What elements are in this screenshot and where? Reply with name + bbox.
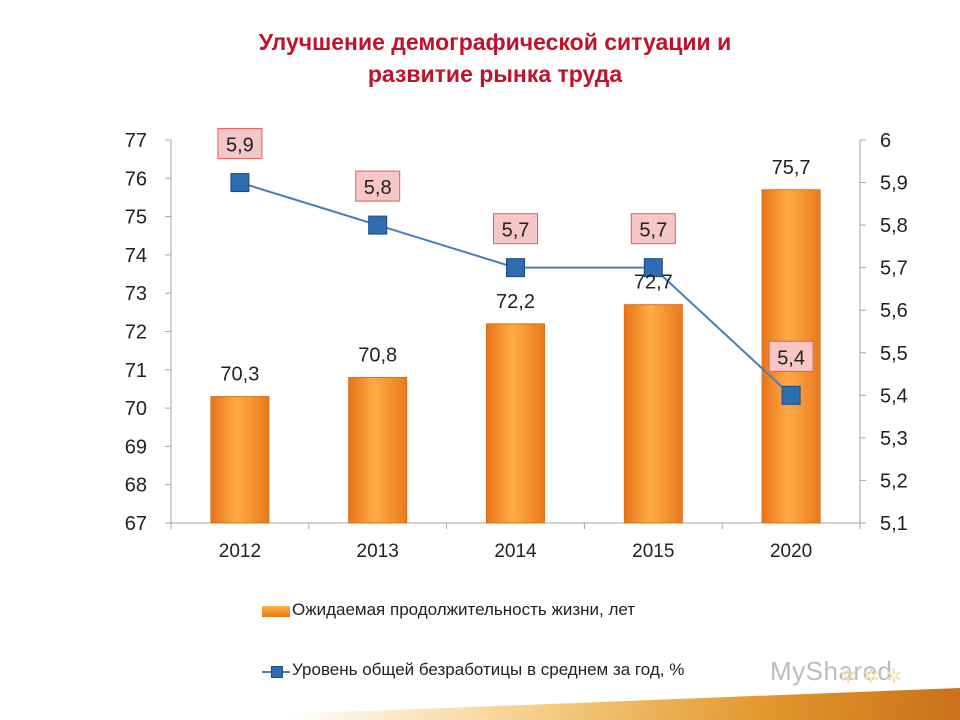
axes-group: 67 68 69 70 71 72 73 74 75 76 77 5,1 5,2 5,3 5,4 5,5 5,6… [125, 130, 908, 562]
title-line-1: Улучшение демографической ситуации и [258, 29, 732, 55]
chart-title: Улучшение демографической ситуации и раз… [0, 26, 960, 90]
unemployment-data-label: 5,7 [639, 220, 667, 242]
legend-line-marker [271, 666, 283, 678]
bar-data-label: 72,7 [634, 272, 673, 294]
unemployment-marker [781, 385, 801, 405]
right-axis-tick-label: 5,2 [880, 470, 908, 492]
legend-bar-swatch [262, 606, 290, 617]
left-axis-tick-label: 73 [125, 283, 147, 305]
decorative-star-icons: ✲✲✲ [840, 666, 909, 688]
bar-life-expectancy [348, 376, 408, 524]
right-axis-tick-label: 5,7 [880, 258, 908, 280]
x-axis-tick-label: 2012 [219, 541, 261, 562]
bar-life-expectancy [623, 304, 683, 524]
bar-data-label: 75,7 [772, 157, 811, 179]
unemployment-data-label: 5,8 [364, 177, 392, 199]
left-axis-tick-label: 67 [125, 513, 147, 535]
unemployment-label-box [355, 170, 401, 202]
x-axis-tick-label: 2013 [357, 541, 399, 562]
unemployment-label-box [630, 213, 676, 245]
left-axis-tick-label: 74 [125, 245, 147, 267]
x-axis-tick-label: 2014 [494, 541, 537, 562]
right-axis-tick-label: 5,8 [880, 215, 908, 237]
right-axis-tick-label: 5,1 [880, 513, 908, 535]
title-line-2: развитие рынка труда [367, 61, 623, 87]
right-axis-tick-label: 5,4 [880, 385, 908, 407]
line-series-group [230, 173, 801, 405]
unemployment-label-box [493, 213, 538, 245]
unemployment-marker [643, 258, 663, 278]
unemployment-marker [368, 215, 388, 235]
left-axis-tick-label: 77 [125, 130, 147, 152]
unemployment-marker [506, 258, 525, 278]
x-axis-tick-label: 2020 [770, 541, 812, 562]
right-axis-tick-label: 5,5 [880, 343, 908, 365]
left-axis-tick-label: 70 [125, 398, 147, 420]
left-axis-tick-label: 68 [125, 475, 147, 497]
unemployment-data-label: 5,7 [502, 220, 530, 242]
left-axis-tick-label: 71 [125, 360, 147, 382]
unemployment-label-box [217, 128, 263, 160]
bar-life-expectancy [210, 396, 270, 524]
left-axis-tick-label: 69 [125, 436, 147, 458]
right-axis-tick-label: 5,6 [880, 300, 908, 322]
bar-data-label: 70,8 [358, 344, 397, 366]
bar-life-expectancy [486, 323, 545, 524]
right-axis-tick-label: 5,3 [880, 428, 908, 450]
x-axis-tick-label: 2015 [632, 541, 674, 562]
left-axis-tick-label: 72 [125, 322, 147, 344]
legend-line-label: Уровень общей безработицы в среднем за г… [292, 660, 685, 679]
left-axis-tick-label: 76 [125, 168, 147, 190]
unemployment-label-box [768, 340, 814, 372]
data-labels-group: 70,3 70,8 72,2 72,7 75,7 5,9 5,8 5,7 5,7 5,4 [217, 128, 814, 386]
unemployment-data-label: 5,9 [226, 135, 254, 157]
unemployment-marker [230, 173, 250, 193]
right-axis-tick-label: 5,9 [880, 173, 908, 195]
legend-bar-label: Ожидаемая продолжительность жизни, лет [292, 600, 636, 619]
watermark-logo: MyShared [770, 656, 893, 686]
right-axis-tick-label: 6 [880, 130, 891, 152]
bar-data-label: 70,3 [220, 364, 259, 386]
unemployment-data-label: 5,4 [777, 347, 805, 369]
left-axis-tick-label: 75 [125, 207, 147, 229]
bar-data-label: 72,2 [496, 291, 535, 313]
